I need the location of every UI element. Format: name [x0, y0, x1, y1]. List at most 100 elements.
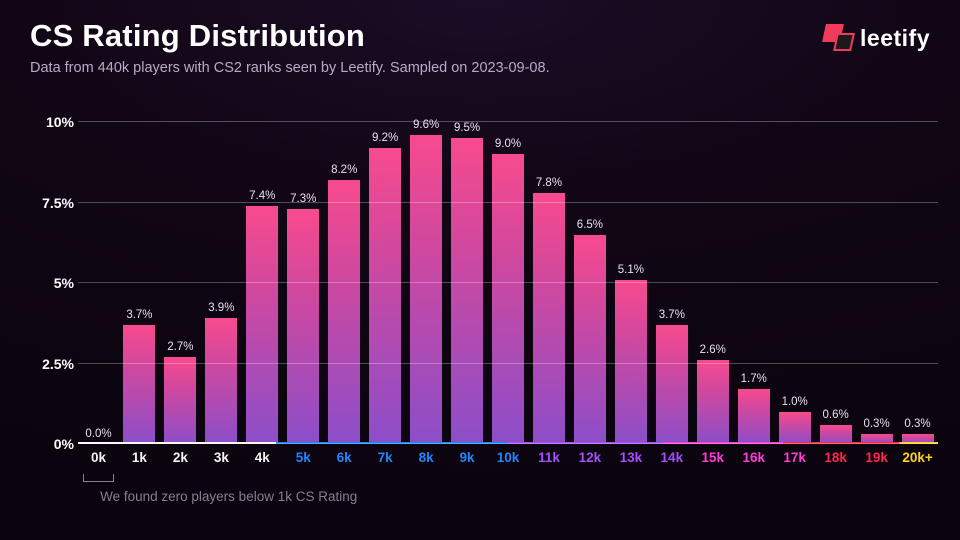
bar-slot: 1.7% — [733, 122, 774, 444]
bar: 3.7% — [656, 325, 688, 444]
bar: 9.2% — [369, 148, 401, 444]
bar-slot: 2.6% — [692, 122, 733, 444]
bar: 1.7% — [738, 389, 770, 444]
header: CS Rating Distribution Data from 440k pl… — [30, 18, 930, 76]
bar-value-label: 8.2% — [331, 164, 357, 176]
bar: 3.9% — [205, 318, 237, 444]
bar: 1.0% — [779, 412, 811, 444]
bar-slot: 9.2% — [365, 122, 406, 444]
bar-slot: 3.9% — [201, 122, 242, 444]
x-tick-label: 2k — [160, 444, 201, 472]
bar-value-label: 6.5% — [577, 219, 603, 231]
bar-slot: 3.7% — [119, 122, 160, 444]
bar-value-label: 0.3% — [904, 418, 930, 430]
x-tick-label: 10k — [488, 444, 529, 472]
bar-slot: 9.0% — [488, 122, 529, 444]
bar-value-label: 0.6% — [823, 409, 849, 421]
bar-value-label: 2.7% — [167, 341, 193, 353]
x-tick-label: 18k — [815, 444, 856, 472]
x-tick-label: 0k — [78, 444, 119, 472]
bar-slot: 9.6% — [406, 122, 447, 444]
bar-value-label: 3.9% — [208, 302, 234, 314]
x-tick-label: 8k — [406, 444, 447, 472]
leetify-icon — [824, 24, 852, 52]
bars: 0.0% 3.7% 2.7% 3.9% 7.4% 7.3% 8.2% 9.2% 9.6% 9.5%… — [78, 122, 938, 444]
footnote-bracket — [83, 474, 114, 482]
x-tick-label: 7k — [365, 444, 406, 472]
bar-value-label: 7.8% — [536, 177, 562, 189]
bar-slot: 7.8% — [528, 122, 569, 444]
x-tick-label: 16k — [733, 444, 774, 472]
y-tick-label: 10% — [30, 114, 74, 130]
grid-line — [78, 121, 938, 122]
bar: 8.2% — [328, 180, 360, 444]
bar-value-label: 5.1% — [618, 264, 644, 276]
bar-slot: 0.0% — [78, 122, 119, 444]
bar-value-label: 1.7% — [741, 373, 767, 385]
x-tick-label: 11k — [528, 444, 569, 472]
bar-slot: 2.7% — [160, 122, 201, 444]
plot-area: 0.0% 3.7% 2.7% 3.9% 7.4% 7.3% 8.2% 9.2% 9.6% 9.5%… — [78, 122, 938, 444]
y-tick-label: 7.5% — [30, 195, 74, 211]
x-tick-label: 19k — [856, 444, 897, 472]
bar-value-label: 3.7% — [126, 309, 152, 321]
footnote: We found zero players below 1k CS Rating — [100, 489, 357, 504]
y-tick-label: 0% — [30, 436, 74, 452]
bar-slot: 0.3% — [897, 122, 938, 444]
title-block: CS Rating Distribution Data from 440k pl… — [30, 18, 550, 76]
bar-slot: 7.4% — [242, 122, 283, 444]
bar-slot: 0.3% — [856, 122, 897, 444]
bar-slot: 6.5% — [569, 122, 610, 444]
bar-value-label: 7.4% — [249, 190, 275, 202]
bar-value-label: 3.7% — [659, 309, 685, 321]
bar-slot: 5.1% — [610, 122, 651, 444]
bar: 9.6% — [410, 135, 442, 444]
bar: 2.6% — [697, 360, 729, 444]
x-axis: 0k1k2k3k4k5k6k7k8k9k10k11k12k13k14k15k16… — [78, 444, 938, 472]
bar: 7.3% — [287, 209, 319, 444]
x-tick-label: 13k — [610, 444, 651, 472]
bar: 6.5% — [574, 235, 606, 444]
bar-value-label: 7.3% — [290, 193, 316, 205]
x-tick-label: 17k — [774, 444, 815, 472]
x-tick-label: 14k — [651, 444, 692, 472]
bar-slot: 3.7% — [651, 122, 692, 444]
grid-line — [78, 202, 938, 203]
bar-slot: 8.2% — [324, 122, 365, 444]
grid-line — [78, 282, 938, 283]
bar-slot: 9.5% — [447, 122, 488, 444]
bar-value-label: 9.5% — [454, 122, 480, 134]
bar-value-label: 0.0% — [85, 428, 111, 440]
x-tick-label: 15k — [692, 444, 733, 472]
x-tick-label: 9k — [447, 444, 488, 472]
grid-line — [78, 363, 938, 364]
brand-logo: leetify — [824, 24, 930, 52]
bar-slot: 0.6% — [815, 122, 856, 444]
x-tick-label: 1k — [119, 444, 160, 472]
bar-slot: 1.0% — [774, 122, 815, 444]
x-tick-label: 6k — [324, 444, 365, 472]
bar: 7.4% — [246, 206, 278, 444]
bar-value-label: 0.3% — [863, 418, 889, 430]
y-tick-label: 5% — [30, 275, 74, 291]
y-tick-label: 2.5% — [30, 356, 74, 372]
x-tick-label: 3k — [201, 444, 242, 472]
x-tick-label: 5k — [283, 444, 324, 472]
page-subtitle: Data from 440k players with CS2 ranks se… — [30, 60, 550, 76]
distribution-chart: 0.0% 3.7% 2.7% 3.9% 7.4% 7.3% 8.2% 9.2% 9.6% 9.5%… — [30, 122, 942, 472]
x-tick-label: 12k — [569, 444, 610, 472]
page-title: CS Rating Distribution — [30, 18, 550, 54]
x-tick-label: 4k — [242, 444, 283, 472]
bar: 9.0% — [492, 154, 524, 444]
bar: 9.5% — [451, 138, 483, 444]
bar-value-label: 9.2% — [372, 132, 398, 144]
brand-name: leetify — [860, 25, 930, 52]
bar-slot: 7.3% — [283, 122, 324, 444]
bar: 2.7% — [164, 357, 196, 444]
bar-value-label: 1.0% — [782, 396, 808, 408]
x-tick-label: 20k+ — [897, 444, 938, 472]
bar: 7.8% — [533, 193, 565, 444]
bar-value-label: 9.0% — [495, 138, 521, 150]
bar-value-label: 2.6% — [700, 344, 726, 356]
bar: 3.7% — [123, 325, 155, 444]
